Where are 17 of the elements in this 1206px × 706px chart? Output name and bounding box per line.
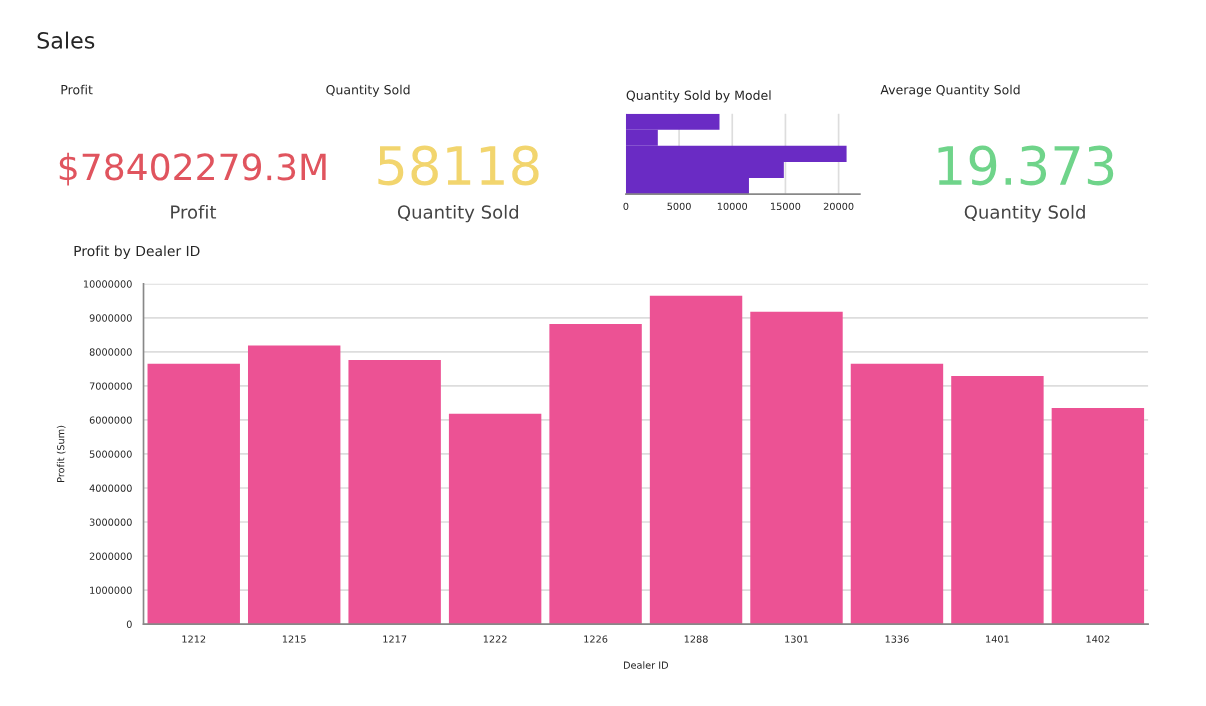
bar: [750, 311, 843, 625]
bar: [348, 360, 441, 625]
bar: [1051, 408, 1145, 625]
bar: [850, 363, 944, 625]
bar: [549, 323, 642, 625]
text: 58118: [378, 145, 539, 186]
text: Quantity Sold: [964, 204, 1085, 223]
bar: [247, 345, 341, 625]
bar: [649, 295, 743, 625]
bar: [147, 363, 240, 625]
text: Quantity Sold: [397, 204, 519, 223]
text: Profit: [171, 204, 217, 219]
text: $78402279.3M: [59, 152, 326, 186]
bar: [951, 376, 1044, 625]
bar: [448, 413, 542, 625]
text: 19.373: [938, 145, 1114, 186]
text: Sales: [37, 31, 95, 49]
